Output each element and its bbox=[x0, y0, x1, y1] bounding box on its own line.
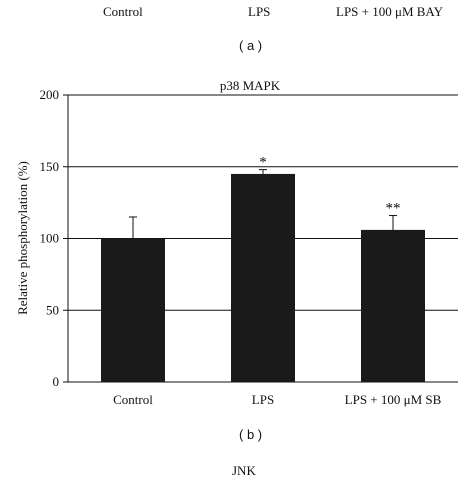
top-category-label-lps: LPS bbox=[248, 4, 271, 19]
y-tick-label-150: 150 bbox=[40, 159, 60, 174]
panel-label-a: ( a ) bbox=[239, 38, 263, 53]
chart-title: p38 MAPK bbox=[220, 78, 281, 93]
error-bars bbox=[129, 169, 397, 239]
x-tick-labels: Control LPS LPS + 100 μM SB bbox=[113, 392, 442, 407]
bar-1 bbox=[101, 238, 165, 382]
significance-annotations: *** bbox=[259, 155, 400, 217]
bar-3 bbox=[361, 229, 425, 382]
next-panel-title: JNK bbox=[232, 463, 256, 478]
top-category-label-control: Control bbox=[103, 4, 143, 19]
y-tick-label-0: 0 bbox=[53, 374, 60, 389]
significance-marker-2: * bbox=[259, 155, 267, 171]
bars bbox=[101, 173, 425, 382]
x-tick-label-1: Control bbox=[113, 392, 153, 407]
x-tick-label-2: LPS bbox=[252, 392, 274, 407]
y-tick-label-100: 100 bbox=[40, 231, 60, 246]
significance-marker-3: ** bbox=[386, 201, 401, 217]
y-tick-labels: 0 50 100 150 200 bbox=[40, 87, 60, 389]
top-category-label-lps-bay: LPS + 100 μM BAY bbox=[336, 4, 444, 19]
x-tick-label-3: LPS + 100 μM SB bbox=[345, 392, 442, 407]
panel-label-b: ( b ) bbox=[239, 427, 263, 442]
y-axis-label: Relative phosphorylation (%) bbox=[15, 161, 30, 315]
y-tick-label-200: 200 bbox=[40, 87, 60, 102]
bar-2 bbox=[231, 173, 295, 382]
y-tick-label-50: 50 bbox=[46, 302, 59, 317]
